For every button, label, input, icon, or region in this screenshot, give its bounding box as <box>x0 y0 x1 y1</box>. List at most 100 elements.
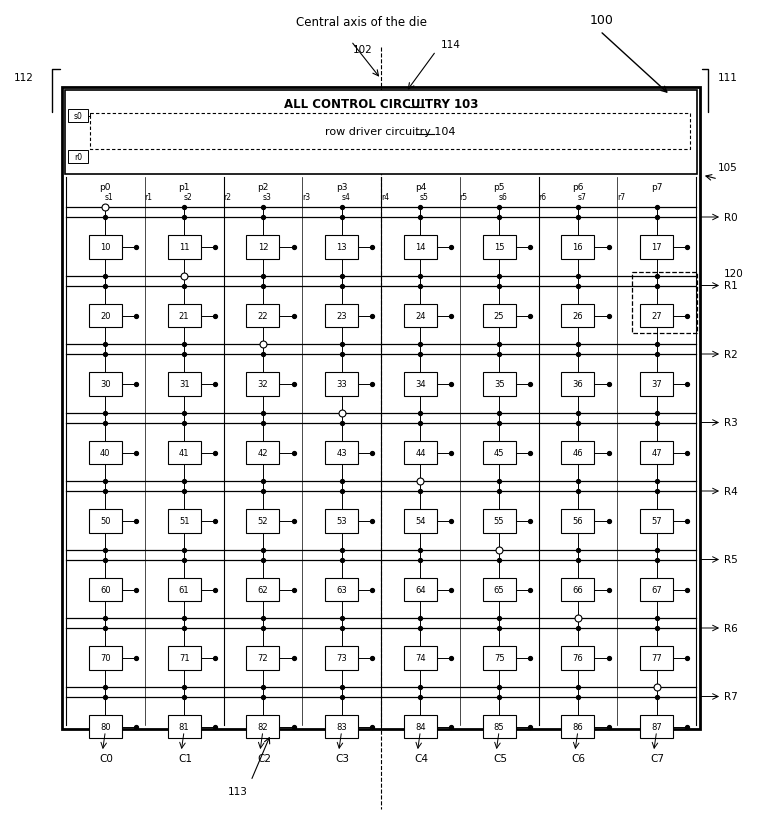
Text: 51: 51 <box>179 517 190 526</box>
Text: row driver circuitry 104: row driver circuitry 104 <box>325 127 455 137</box>
Text: r2: r2 <box>223 192 232 201</box>
Bar <box>325 373 358 396</box>
Text: 45: 45 <box>494 449 504 458</box>
Text: 65: 65 <box>494 586 504 595</box>
Text: 105: 105 <box>718 163 738 173</box>
Text: 63: 63 <box>336 586 347 595</box>
Bar <box>404 715 437 739</box>
Bar <box>246 509 280 533</box>
Bar <box>325 441 358 465</box>
Bar <box>89 441 122 465</box>
Text: 23: 23 <box>336 311 347 320</box>
Bar <box>89 304 122 328</box>
Text: 15: 15 <box>494 243 504 252</box>
Text: R0: R0 <box>724 213 738 223</box>
Text: 36: 36 <box>572 380 583 389</box>
Bar <box>482 509 516 533</box>
Text: 53: 53 <box>336 517 347 526</box>
Bar <box>640 509 673 533</box>
Text: r6: r6 <box>539 192 546 201</box>
Text: 113: 113 <box>228 786 248 796</box>
Bar <box>482 646 516 670</box>
Text: 61: 61 <box>179 586 190 595</box>
Text: p7: p7 <box>651 183 662 192</box>
Bar <box>68 110 88 123</box>
Bar <box>89 646 122 670</box>
Text: 80: 80 <box>100 722 110 731</box>
Text: 66: 66 <box>572 586 583 595</box>
Text: 33: 33 <box>336 380 347 389</box>
Text: 54: 54 <box>415 517 426 526</box>
Text: 17: 17 <box>652 243 662 252</box>
Bar <box>246 236 280 260</box>
Text: 24: 24 <box>415 311 426 320</box>
Text: r3: r3 <box>302 192 310 201</box>
Text: p2: p2 <box>258 183 268 192</box>
Bar <box>404 373 437 396</box>
Bar <box>562 715 594 739</box>
Text: 34: 34 <box>415 380 426 389</box>
Text: p0: p0 <box>100 183 111 192</box>
Bar <box>404 509 437 533</box>
Text: 50: 50 <box>100 517 110 526</box>
Text: 67: 67 <box>652 586 662 595</box>
Text: ALL CONTROL CIRCUITRY 103: ALL CONTROL CIRCUITRY 103 <box>283 98 479 111</box>
Text: 11: 11 <box>179 243 190 252</box>
Bar <box>246 578 280 602</box>
Bar <box>246 304 280 328</box>
Text: 26: 26 <box>572 311 583 320</box>
Text: 30: 30 <box>100 380 110 389</box>
Text: R6: R6 <box>724 623 738 633</box>
Bar <box>89 373 122 396</box>
Text: C5: C5 <box>493 753 507 763</box>
Text: p5: p5 <box>493 183 505 192</box>
Bar <box>168 373 200 396</box>
Text: s4: s4 <box>341 192 350 201</box>
Text: 76: 76 <box>572 654 583 663</box>
Bar <box>246 646 280 670</box>
Text: r5: r5 <box>459 192 468 201</box>
Text: C3: C3 <box>335 753 350 763</box>
Text: r0: r0 <box>74 153 82 162</box>
Bar <box>404 304 437 328</box>
Text: 13: 13 <box>336 243 347 252</box>
Bar <box>482 373 516 396</box>
Bar <box>89 236 122 260</box>
Bar <box>562 509 594 533</box>
Text: 62: 62 <box>258 586 268 595</box>
Bar <box>640 646 673 670</box>
Text: 56: 56 <box>572 517 583 526</box>
Bar <box>168 715 200 739</box>
Text: 100: 100 <box>590 13 614 26</box>
Bar <box>325 578 358 602</box>
Text: 14: 14 <box>415 243 426 252</box>
Bar <box>325 509 358 533</box>
Text: 31: 31 <box>179 380 190 389</box>
Bar <box>562 373 594 396</box>
Text: 84: 84 <box>415 722 426 731</box>
Text: 22: 22 <box>258 311 268 320</box>
Text: s2: s2 <box>184 192 193 201</box>
Bar <box>562 304 594 328</box>
Text: 82: 82 <box>258 722 268 731</box>
Text: 114: 114 <box>441 40 461 50</box>
Text: C1: C1 <box>178 753 192 763</box>
Text: 16: 16 <box>572 243 583 252</box>
Text: p3: p3 <box>336 183 347 192</box>
Bar <box>325 304 358 328</box>
Bar <box>168 236 200 260</box>
Text: p4: p4 <box>415 183 426 192</box>
Text: 43: 43 <box>336 449 347 458</box>
Bar <box>89 578 122 602</box>
Text: 27: 27 <box>652 311 662 320</box>
Text: 70: 70 <box>100 654 110 663</box>
Bar <box>89 509 122 533</box>
Text: R5: R5 <box>724 554 738 565</box>
Text: 21: 21 <box>179 311 190 320</box>
Text: r7: r7 <box>617 192 626 201</box>
Bar <box>482 441 516 465</box>
Bar <box>562 441 594 465</box>
Text: 41: 41 <box>179 449 190 458</box>
Text: C7: C7 <box>651 753 664 763</box>
Text: 52: 52 <box>258 517 268 526</box>
